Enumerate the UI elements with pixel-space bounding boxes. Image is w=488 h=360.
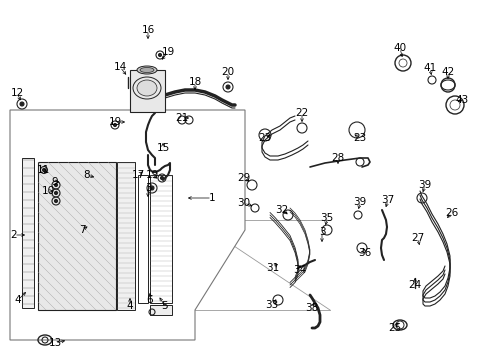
Text: 15: 15: [156, 143, 169, 153]
Bar: [117, 162, 135, 310]
Text: 24: 24: [407, 280, 421, 290]
Text: 39: 39: [353, 197, 366, 207]
Text: 34: 34: [293, 265, 306, 275]
Bar: [130, 70, 164, 112]
Ellipse shape: [137, 80, 157, 96]
Text: 37: 37: [381, 195, 394, 205]
Text: 21: 21: [175, 113, 188, 123]
Text: 4: 4: [126, 301, 133, 311]
Text: 22: 22: [295, 108, 308, 118]
Text: 43: 43: [454, 95, 468, 105]
Text: 4: 4: [15, 295, 21, 305]
Text: 17: 17: [131, 170, 144, 180]
Text: 32: 32: [275, 205, 288, 215]
Polygon shape: [10, 110, 244, 340]
Circle shape: [113, 123, 116, 126]
Text: 40: 40: [393, 43, 406, 53]
Text: 7: 7: [79, 225, 85, 235]
Text: 28: 28: [331, 153, 344, 163]
Text: 19: 19: [108, 117, 122, 127]
Text: 14: 14: [113, 62, 126, 72]
Text: 16: 16: [141, 25, 154, 35]
Circle shape: [20, 102, 24, 106]
Bar: [150, 175, 172, 303]
Text: 5: 5: [162, 301, 168, 311]
Bar: [138, 175, 148, 303]
Text: 19: 19: [145, 170, 158, 180]
Text: 33: 33: [265, 300, 278, 310]
Circle shape: [160, 176, 163, 180]
Text: 27: 27: [410, 233, 424, 243]
Circle shape: [225, 85, 229, 89]
Text: 3: 3: [318, 227, 325, 237]
Text: 36: 36: [358, 248, 371, 258]
Text: 3: 3: [144, 183, 151, 193]
Text: 35: 35: [320, 213, 333, 223]
Text: 26: 26: [445, 208, 458, 218]
Text: 6: 6: [146, 295, 153, 305]
Bar: [150, 305, 172, 315]
Bar: [38, 162, 116, 310]
Text: 18: 18: [188, 77, 201, 87]
Text: 39: 39: [418, 180, 431, 190]
Text: 41: 41: [423, 63, 436, 73]
Text: 38: 38: [305, 303, 318, 313]
Circle shape: [42, 168, 45, 171]
Ellipse shape: [137, 66, 157, 74]
Ellipse shape: [140, 68, 154, 72]
Circle shape: [54, 192, 58, 194]
Text: 1: 1: [208, 193, 215, 203]
Text: 8: 8: [83, 170, 90, 180]
Text: 10: 10: [41, 186, 55, 196]
Bar: [22, 158, 34, 308]
Text: 23: 23: [258, 133, 271, 143]
Text: 31: 31: [266, 263, 279, 273]
Text: 20: 20: [221, 67, 234, 77]
Text: 23: 23: [353, 133, 366, 143]
Text: 30: 30: [237, 198, 250, 208]
Text: 2: 2: [11, 230, 17, 240]
Text: 19: 19: [161, 47, 174, 57]
Text: 42: 42: [441, 67, 454, 77]
Text: 13: 13: [48, 338, 61, 348]
Circle shape: [54, 199, 58, 202]
Text: 9: 9: [52, 177, 58, 187]
Circle shape: [158, 54, 161, 57]
Text: 11: 11: [36, 165, 49, 175]
Circle shape: [150, 186, 154, 190]
Circle shape: [54, 184, 58, 186]
Text: 12: 12: [10, 88, 23, 98]
Text: 29: 29: [237, 173, 250, 183]
Text: 25: 25: [387, 323, 401, 333]
